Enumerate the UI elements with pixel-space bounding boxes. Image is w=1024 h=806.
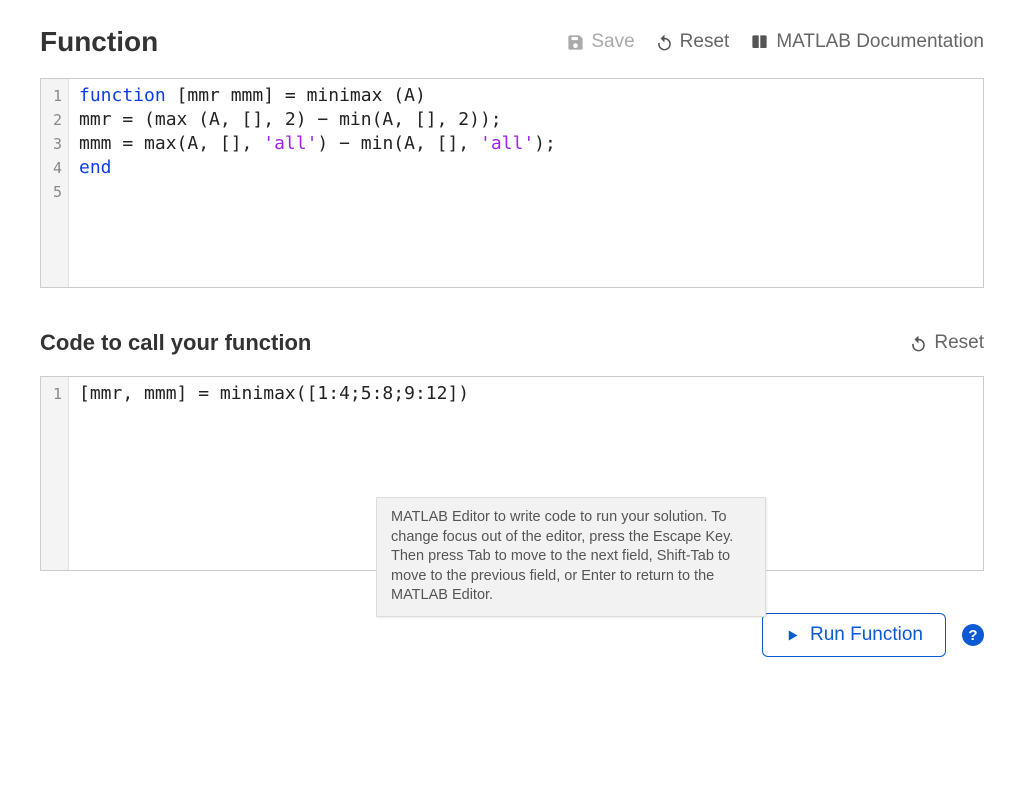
editor-tooltip: MATLAB Editor to write code to run your … <box>376 497 766 617</box>
editor1-code[interactable]: function [mmr mmm] = minimax (A)mmr = (m… <box>69 79 983 287</box>
line-number: 2 <box>45 108 62 132</box>
code-token: end <box>79 157 112 178</box>
function-toolbar: Save Reset MATLAB Documentation <box>566 31 984 53</box>
line-number: 1 <box>45 382 62 406</box>
code-line[interactable]: end <box>79 156 973 180</box>
caller-editor[interactable]: 1 [mmr, mmm] = minimax([1:4;5:8;9:12]) M… <box>40 376 984 571</box>
caller-toolbar: Reset <box>909 332 984 354</box>
docs-link[interactable]: MATLAB Documentation <box>749 31 984 53</box>
code-line[interactable]: function [mmr mmm] = minimax (A) <box>79 84 973 108</box>
code-token: 'all' <box>480 133 534 154</box>
code-token: mmr = (max (A, [], 2) − min(A, [], 2)); <box>79 109 502 130</box>
play-icon <box>785 628 800 643</box>
line-number: 3 <box>45 132 62 156</box>
caller-title: Code to call your function <box>40 330 311 356</box>
run-function-button[interactable]: Run Function <box>762 613 946 657</box>
code-token: ); <box>534 133 556 154</box>
reset-icon <box>655 33 674 52</box>
reset-label-1: Reset <box>680 31 730 53</box>
code-line[interactable]: mmr = (max (A, [], 2) − min(A, [], 2)); <box>79 108 973 132</box>
code-line[interactable] <box>79 180 973 204</box>
save-label: Save <box>591 31 634 53</box>
save-button[interactable]: Save <box>566 31 634 53</box>
code-token: 'all' <box>263 133 317 154</box>
book-icon <box>749 33 770 52</box>
function-editor[interactable]: 12345 function [mmr mmm] = minimax (A)mm… <box>40 78 984 288</box>
line-number: 4 <box>45 156 62 180</box>
function-title: Function <box>40 26 158 58</box>
reset-button-2[interactable]: Reset <box>909 332 984 354</box>
run-label: Run Function <box>810 624 923 646</box>
code-token: [mmr, mmm] = minimax([1:4;5:8;9:12]) <box>79 383 469 404</box>
code-token: mmm = max(A, [], <box>79 133 263 154</box>
help-button[interactable]: ? <box>962 624 984 646</box>
editor2-gutter: 1 <box>41 377 69 570</box>
docs-label: MATLAB Documentation <box>776 31 984 53</box>
reset-label-2: Reset <box>934 332 984 354</box>
code-line[interactable]: mmm = max(A, [], 'all') − min(A, [], 'al… <box>79 132 973 156</box>
code-token: ) − min(A, [], <box>317 133 480 154</box>
save-icon <box>566 33 585 52</box>
line-number: 1 <box>45 84 62 108</box>
reset-icon <box>909 334 928 353</box>
line-number: 5 <box>45 180 62 204</box>
code-token: function <box>79 85 166 106</box>
bottom-row: Run Function ? <box>40 613 984 657</box>
reset-button-1[interactable]: Reset <box>655 31 730 53</box>
function-header: Function Save Reset MATLAB Documentation <box>40 26 984 58</box>
code-line[interactable]: [mmr, mmm] = minimax([1:4;5:8;9:12]) <box>79 382 973 406</box>
caller-header: Code to call your function Reset <box>40 330 984 356</box>
code-token: [mmr mmm] = minimax (A) <box>166 85 426 106</box>
editor1-gutter: 12345 <box>41 79 69 287</box>
